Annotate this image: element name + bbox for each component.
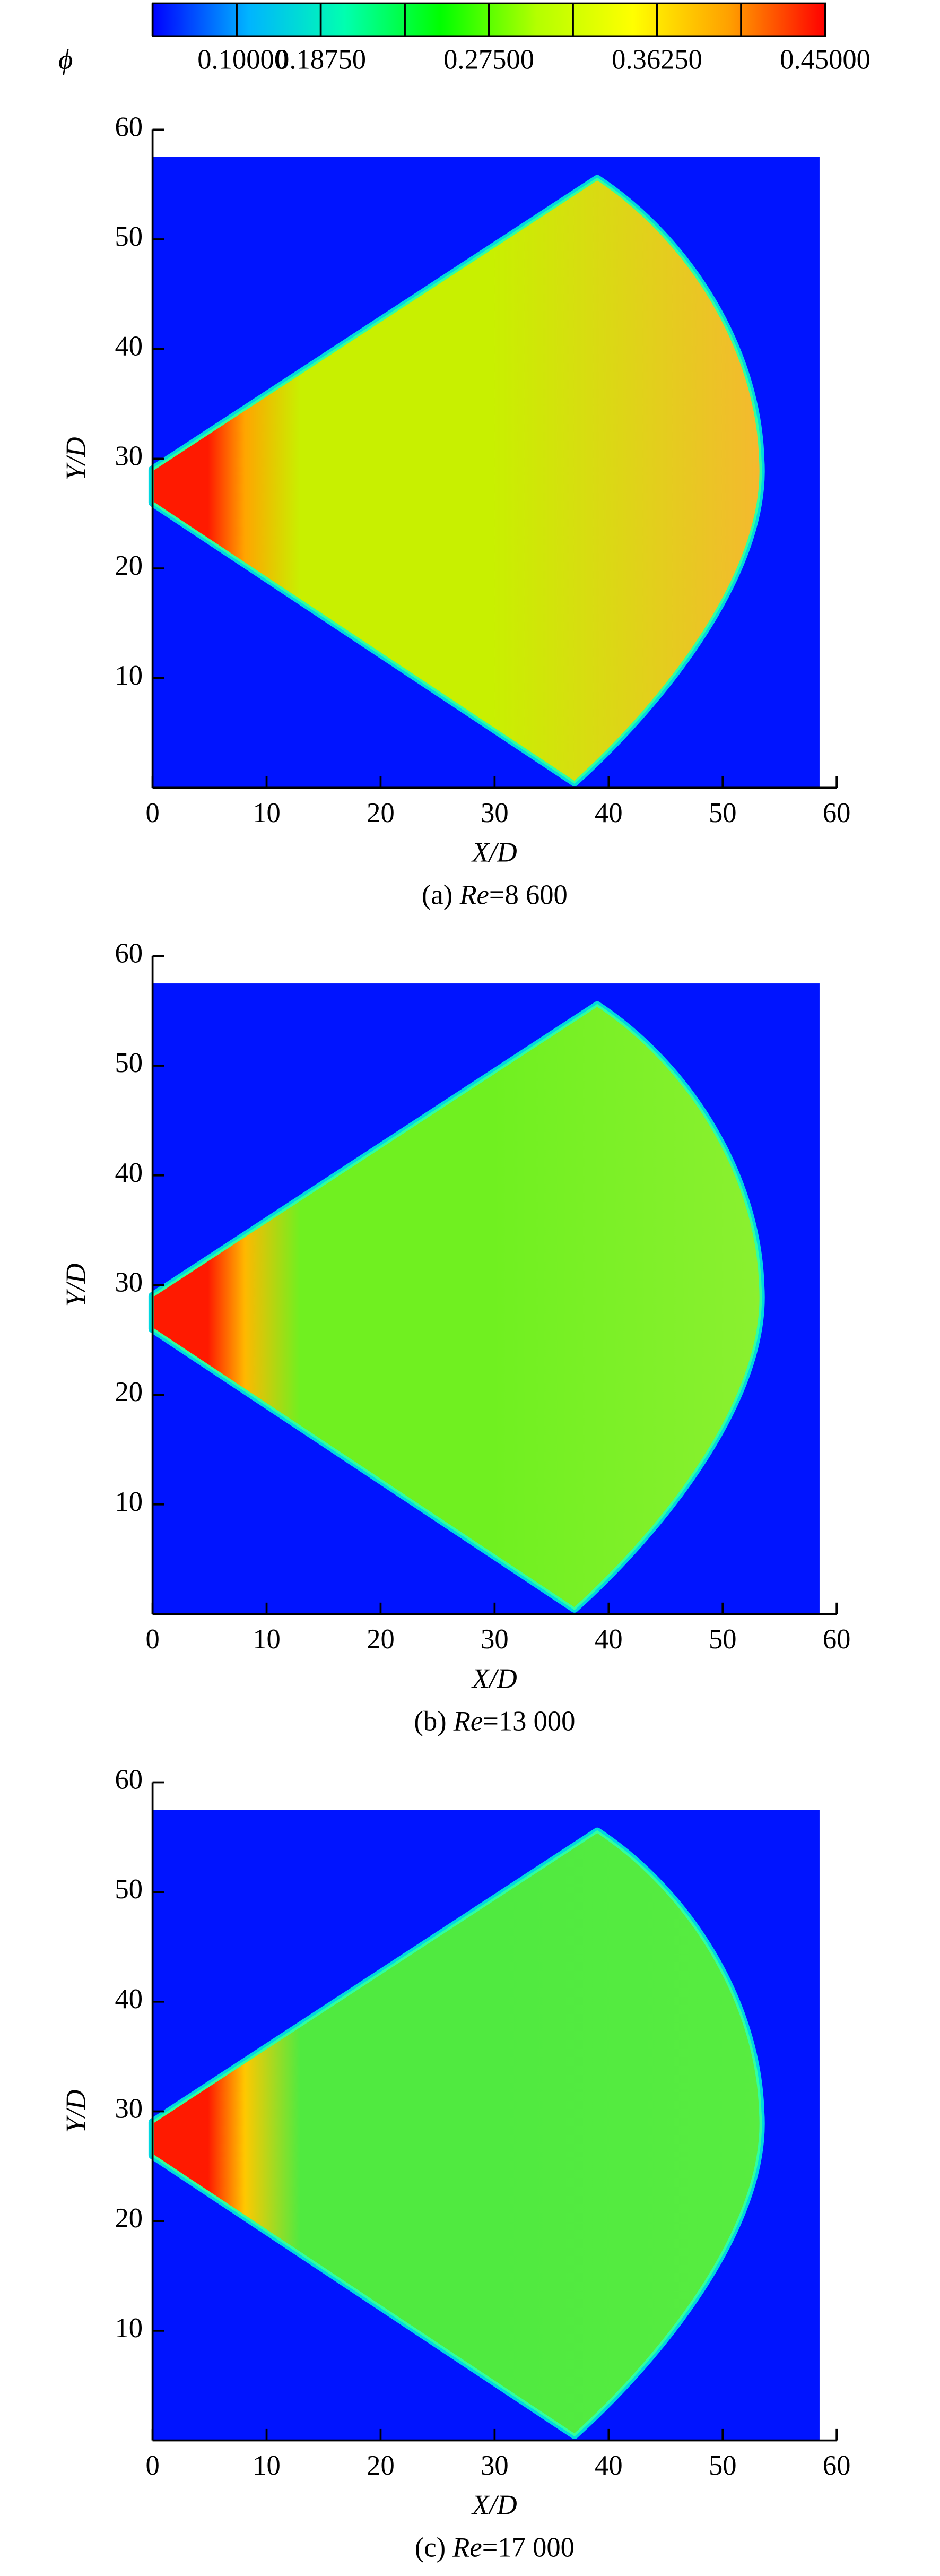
colorbar-tick-label: 0.27500 — [443, 45, 534, 75]
y-tick-label: 30 — [115, 2094, 143, 2124]
caption-part: Re — [453, 1706, 483, 1737]
x-tick-label: 20 — [367, 1624, 395, 1655]
x-tick-label: 10 — [253, 798, 281, 828]
x-tick-label: 10 — [253, 2450, 281, 2481]
x-tick-label: 60 — [823, 798, 851, 828]
x-axis-label: X/D — [471, 1663, 517, 1694]
caption-part: (b) — [414, 1706, 446, 1737]
field — [151, 1004, 762, 1611]
x-tick-label: 20 — [367, 2450, 395, 2481]
colorbar-tick-label: 0.36250 — [612, 45, 702, 75]
y-tick-label: 10 — [115, 2313, 143, 2344]
y-tick-label: 60 — [115, 938, 143, 969]
x-tick-label: 30 — [481, 798, 509, 828]
y-tick-label: 30 — [115, 440, 143, 471]
y-tick-label: 60 — [115, 1765, 143, 1795]
x-tick-label: 30 — [481, 2450, 509, 2481]
y-tick-label: 10 — [115, 1486, 143, 1517]
x-tick-label: 40 — [595, 1624, 623, 1655]
colorbar-tick-label: 0.18750 — [275, 45, 366, 75]
x-tick-label: 40 — [595, 2450, 623, 2481]
x-tick-label: 50 — [709, 798, 737, 828]
x-tick-label: 20 — [367, 798, 395, 828]
y-tick-label: 30 — [115, 1267, 143, 1298]
y-axis-label: Y/D — [61, 1263, 92, 1307]
x-tick-label: 60 — [823, 2450, 851, 2481]
caption-part: =8 600 — [489, 880, 568, 911]
y-axis-label: Y/D — [61, 2090, 92, 2133]
x-tick-label: 50 — [709, 2450, 737, 2481]
y-tick-label: 10 — [115, 660, 143, 691]
x-tick-label: 40 — [595, 798, 623, 828]
x-tick-label: 0 — [145, 798, 159, 828]
x-tick-label: 10 — [253, 1624, 281, 1655]
x-axis-label: X/D — [471, 2489, 517, 2520]
caption-part: (a) — [422, 880, 452, 911]
x-tick-label: 50 — [709, 1624, 737, 1655]
caption-part: =13 000 — [483, 1706, 575, 1737]
field — [151, 1830, 762, 2437]
y-tick-label: 50 — [115, 1874, 143, 1905]
colorbar-label: ϕ — [58, 45, 73, 75]
y-axis-label: Y/D — [61, 437, 92, 480]
y-tick-label: 40 — [115, 1157, 143, 1188]
x-axis-label: X/D — [471, 837, 517, 868]
colorbar-tick-label: 0.45000 — [780, 45, 871, 75]
x-tick-label: 30 — [481, 1624, 509, 1655]
y-tick-label: 40 — [115, 1984, 143, 2015]
x-tick-label: 60 — [823, 1624, 851, 1655]
caption-part: (c) — [415, 2532, 446, 2563]
y-tick-label: 20 — [115, 550, 143, 581]
caption-part: =17 000 — [482, 2532, 575, 2563]
y-tick-label: 60 — [115, 111, 143, 142]
colorbar-tick-label: 0.10000 — [197, 45, 288, 75]
y-tick-label: 20 — [115, 1377, 143, 1407]
caption-part: Re — [452, 2532, 482, 2563]
caption-part: Re — [459, 880, 489, 911]
caption: (a) Re=8 600 — [422, 880, 568, 911]
y-tick-label: 20 — [115, 2203, 143, 2234]
x-tick-label: 0 — [145, 2450, 159, 2481]
y-tick-label: 50 — [115, 1048, 143, 1078]
caption: (c) Re=17 000 — [415, 2532, 575, 2563]
field — [151, 177, 762, 784]
y-tick-label: 50 — [115, 221, 143, 252]
x-tick-label: 0 — [145, 1624, 159, 1655]
y-tick-label: 40 — [115, 331, 143, 362]
caption: (b) Re=13 000 — [414, 1706, 575, 1737]
